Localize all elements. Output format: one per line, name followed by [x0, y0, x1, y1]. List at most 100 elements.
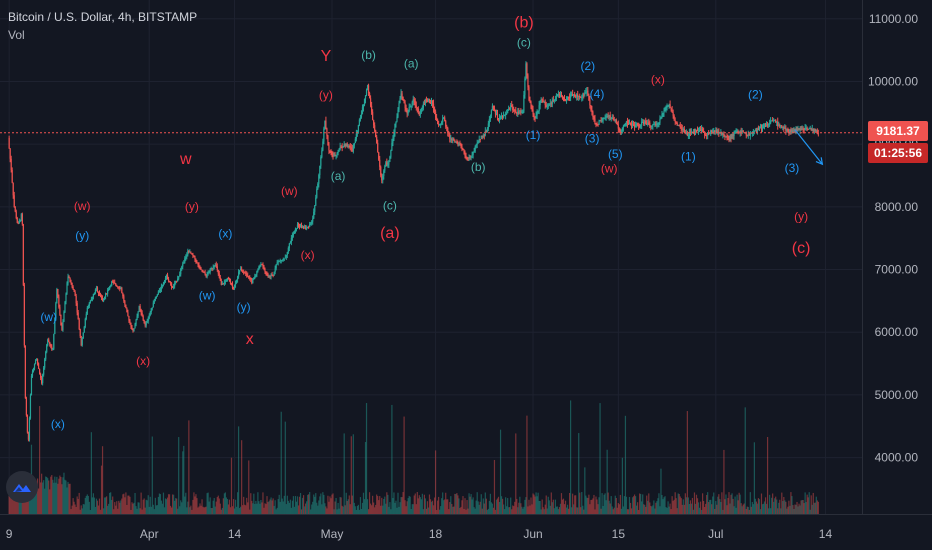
- volume-bar: [178, 437, 180, 514]
- projection-line: [794, 129, 823, 165]
- candle-body: [284, 257, 286, 259]
- candle-body: [395, 121, 397, 124]
- candle-body: [497, 118, 500, 120]
- candle-body: [42, 374, 44, 384]
- volume-bar: [704, 507, 706, 514]
- candle-body: [311, 221, 313, 224]
- candle-body: [390, 150, 392, 157]
- volume-bar: [755, 501, 758, 514]
- volume-bar: [712, 496, 714, 514]
- volume-bar: [172, 494, 174, 514]
- candle-body: [441, 121, 443, 124]
- volume-bar: [584, 467, 586, 514]
- candle-body: [815, 130, 817, 132]
- candle-body: [778, 125, 780, 127]
- candle-body: [561, 96, 564, 99]
- volume-bar: [56, 476, 58, 514]
- volume-bar: [244, 504, 246, 514]
- volume-bar: [691, 497, 694, 514]
- candle-body: [409, 106, 411, 108]
- volume-bar: [434, 450, 437, 514]
- candle-body: [218, 273, 220, 278]
- candle-body: [347, 146, 349, 148]
- candle-body: [339, 146, 341, 150]
- candle-body: [577, 94, 579, 97]
- volume-bar: [548, 500, 550, 514]
- tradingview-cloud-icon[interactable]: [6, 471, 38, 503]
- candle-body: [148, 314, 150, 319]
- candle-body: [742, 130, 744, 133]
- candle-body: [346, 143, 348, 147]
- candle-body: [17, 222, 19, 224]
- candle-body: [667, 105, 669, 107]
- volume-bar: [226, 499, 229, 514]
- candle-body: [673, 115, 675, 121]
- candle-body: [651, 125, 653, 127]
- candle-body: [29, 395, 32, 419]
- candle-body: [665, 107, 667, 111]
- candle-body: [314, 205, 316, 212]
- volume-bar: [313, 494, 315, 514]
- price-axis[interactable]: 11000.0010000.009000.008000.007000.00600…: [868, 12, 918, 465]
- candle-body: [487, 123, 489, 129]
- volume-bar: [728, 492, 730, 514]
- volume-bar: [255, 500, 257, 514]
- volume-bar: [760, 493, 763, 514]
- volume-label[interactable]: Vol: [8, 28, 25, 42]
- candle-body: [216, 266, 218, 270]
- volume-bar: [715, 501, 717, 514]
- candle-body: [225, 280, 228, 282]
- volume-bar: [450, 496, 452, 514]
- volume-bar: [278, 494, 280, 514]
- volume-bar: [75, 506, 77, 514]
- candle-body: [296, 224, 299, 229]
- volume-bar: [745, 508, 747, 514]
- wave-label: w: [179, 151, 192, 168]
- volume-bar: [387, 494, 389, 514]
- volume-bar: [73, 501, 75, 514]
- volume-bar: [440, 506, 442, 514]
- wave-label: (w): [199, 289, 216, 303]
- volume-bar: [479, 501, 481, 514]
- candle-body: [164, 277, 167, 282]
- volume-bar: [800, 500, 802, 514]
- volume-bar: [736, 494, 738, 514]
- volume-bar: [339, 497, 341, 514]
- candle-body: [144, 323, 146, 326]
- candle-body: [715, 130, 717, 132]
- candle-body: [402, 96, 404, 100]
- volume-bar: [740, 503, 742, 514]
- candle-body: [24, 345, 26, 399]
- volume-bar: [737, 500, 739, 514]
- wave-label: (y): [319, 88, 333, 102]
- volume-bar: [380, 505, 382, 514]
- time-axis[interactable]: 9 Apr 14 May 18 Jun 15 Jul 14: [6, 527, 833, 541]
- candle-body: [149, 312, 151, 315]
- candle-body: [608, 115, 610, 117]
- volume-bar: [756, 503, 759, 514]
- volume-bar: [426, 501, 429, 514]
- symbol-title[interactable]: Bitcoin / U.S. Dollar, 4h, BITSTAMP: [8, 10, 198, 24]
- volume-bar: [778, 502, 780, 514]
- candle-body: [467, 158, 469, 160]
- volume-bar: [670, 509, 672, 514]
- candle-body: [681, 128, 683, 130]
- candle-body: [758, 128, 761, 131]
- candle-body: [703, 130, 705, 133]
- candle-body: [132, 329, 134, 332]
- candle-body: [239, 270, 241, 273]
- volume-bar: [693, 492, 696, 514]
- volume-bar: [99, 509, 102, 514]
- candle-body: [817, 133, 819, 135]
- candle-body: [172, 286, 174, 288]
- wave-label: (1): [526, 128, 541, 142]
- candle-body: [214, 264, 216, 266]
- candle-body: [168, 280, 171, 283]
- volume-bar: [210, 508, 212, 514]
- volume-bar: [535, 492, 537, 514]
- candle-body: [615, 119, 617, 124]
- volume-bar: [508, 507, 510, 514]
- candle-body: [382, 175, 384, 181]
